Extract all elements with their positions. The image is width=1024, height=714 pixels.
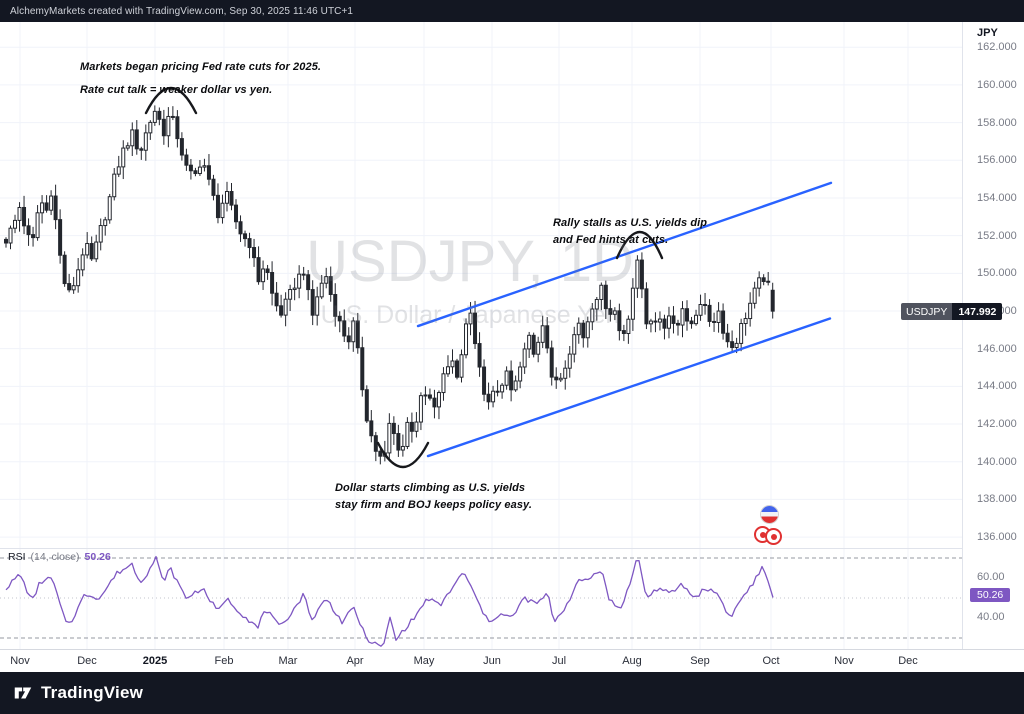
- last-price-symbol: USDJPY: [901, 303, 953, 321]
- time-axis-label: 2025: [142, 655, 168, 667]
- rsi-tick: 60.00: [977, 571, 1005, 583]
- time-axis-label: Aug: [622, 655, 642, 667]
- last-price-value: 147.992: [952, 303, 1003, 321]
- tradingview-wordmark[interactable]: TradingView: [41, 683, 144, 702]
- annotation-text: Dollar starts climbing as U.S. yields: [335, 482, 526, 494]
- annotation-text: and Fed hints at cuts.: [553, 233, 669, 246]
- rsi-line[interactable]: [5, 555, 774, 647]
- price-tick: 158.000: [977, 116, 1017, 129]
- footer-bar: TradingView: [0, 672, 1024, 714]
- price-axis[interactable]: JPY USDJPY 147.992 50.26 162.000 160.000 1…: [901, 22, 1024, 649]
- time-axis-label: Apr: [346, 655, 364, 667]
- annotation-text: Markets began pricing Fed rate cuts for …: [80, 61, 322, 73]
- rsi-legend[interactable]: RSI (14, close) 50.26: [8, 551, 111, 563]
- time-axis-label: Sep: [690, 655, 710, 667]
- rsi-current-value: 50.26: [84, 551, 111, 563]
- price-tick: 162.000: [977, 41, 1017, 54]
- price-tick: 160.000: [977, 78, 1017, 91]
- price-tick: 140.000: [977, 455, 1017, 468]
- trendline-upper[interactable]: [416, 181, 833, 328]
- arc-annotation[interactable]: [376, 441, 430, 469]
- rsi-value-badge: 50.26: [970, 588, 1011, 603]
- time-axis[interactable]: Nov Dec 2025 Feb Mar Apr May Jun Jul Aug Sep Oct Nov…: [0, 649, 1024, 673]
- candlestick-chart[interactable]: [0, 22, 962, 548]
- japan-flag-sticker-icon[interactable]: [765, 528, 782, 545]
- time-axis-label: Jun: [483, 655, 501, 667]
- rsi-indicator-name[interactable]: RSI: [8, 551, 26, 563]
- time-axis-label: Dec: [77, 655, 97, 667]
- rsi-indicator-params: (14, close): [30, 551, 80, 563]
- tradingview-logo-icon[interactable]: [12, 682, 34, 704]
- attribution-bar: AlchemyMarkets created with TradingView.…: [0, 0, 1024, 22]
- price-chart-panel[interactable]: USDJPY, 1D U.S. Dollar / Japanese Yen Ma…: [0, 22, 962, 548]
- time-axis-label: Feb: [214, 655, 234, 667]
- arc-annotation[interactable]: [144, 86, 198, 115]
- price-tick: 144.000: [977, 380, 1017, 393]
- price-tick: 152.000: [977, 229, 1017, 242]
- price-tick: 136.000: [977, 531, 1017, 544]
- time-axis-label: Dec: [898, 655, 918, 667]
- price-tick: 156.000: [977, 154, 1017, 167]
- rsi-chart[interactable]: [0, 549, 962, 649]
- candles-series[interactable]: [4, 105, 775, 465]
- price-tick: 154.000: [977, 191, 1017, 204]
- us-flag-sticker-icon[interactable]: [761, 506, 778, 523]
- annotation-text: Rate cut talk = weaker dollar vs yen.: [80, 83, 273, 96]
- last-price-label: USDJPY 147.992: [901, 303, 1003, 321]
- currency-label: JPY: [977, 27, 998, 39]
- grid-rsi: [19, 549, 909, 649]
- time-axis-label: Mar: [278, 655, 298, 667]
- rsi-panel[interactable]: RSI (14, close) 50.26: [0, 548, 962, 649]
- time-axis-label: Nov: [10, 655, 30, 667]
- grid-main: [0, 22, 962, 548]
- rsi-tick: 40.00: [977, 611, 1005, 623]
- annotation-fed-rate-cuts[interactable]: Markets began pricing Fed rate cuts for …: [80, 59, 321, 98]
- time-axis-label: Oct: [762, 655, 780, 667]
- annotation-rally-stalls[interactable]: Rally stalls as U.S. yields dip and Fed …: [553, 215, 707, 248]
- annotation-text: Rally stalls as U.S. yields dip: [553, 217, 708, 229]
- time-axis-label: Jul: [551, 655, 567, 667]
- price-tick: 146.000: [977, 342, 1017, 355]
- time-axis-label: Nov: [834, 655, 854, 667]
- price-tick: 138.000: [977, 493, 1017, 506]
- sticker-group: [752, 506, 802, 550]
- arc-annotation[interactable]: [615, 230, 664, 260]
- annotation-text: stay firm and BOJ keeps policy easy.: [335, 498, 533, 511]
- price-tick: 150.000: [977, 267, 1017, 280]
- time-axis-label: May: [413, 655, 435, 667]
- annotation-dollar-climbs[interactable]: Dollar starts climbing as U.S. yields st…: [335, 480, 532, 513]
- price-tick: 142.000: [977, 418, 1017, 431]
- trendline-lower[interactable]: [426, 317, 832, 458]
- attribution-text: AlchemyMarkets created with TradingView.…: [10, 5, 354, 17]
